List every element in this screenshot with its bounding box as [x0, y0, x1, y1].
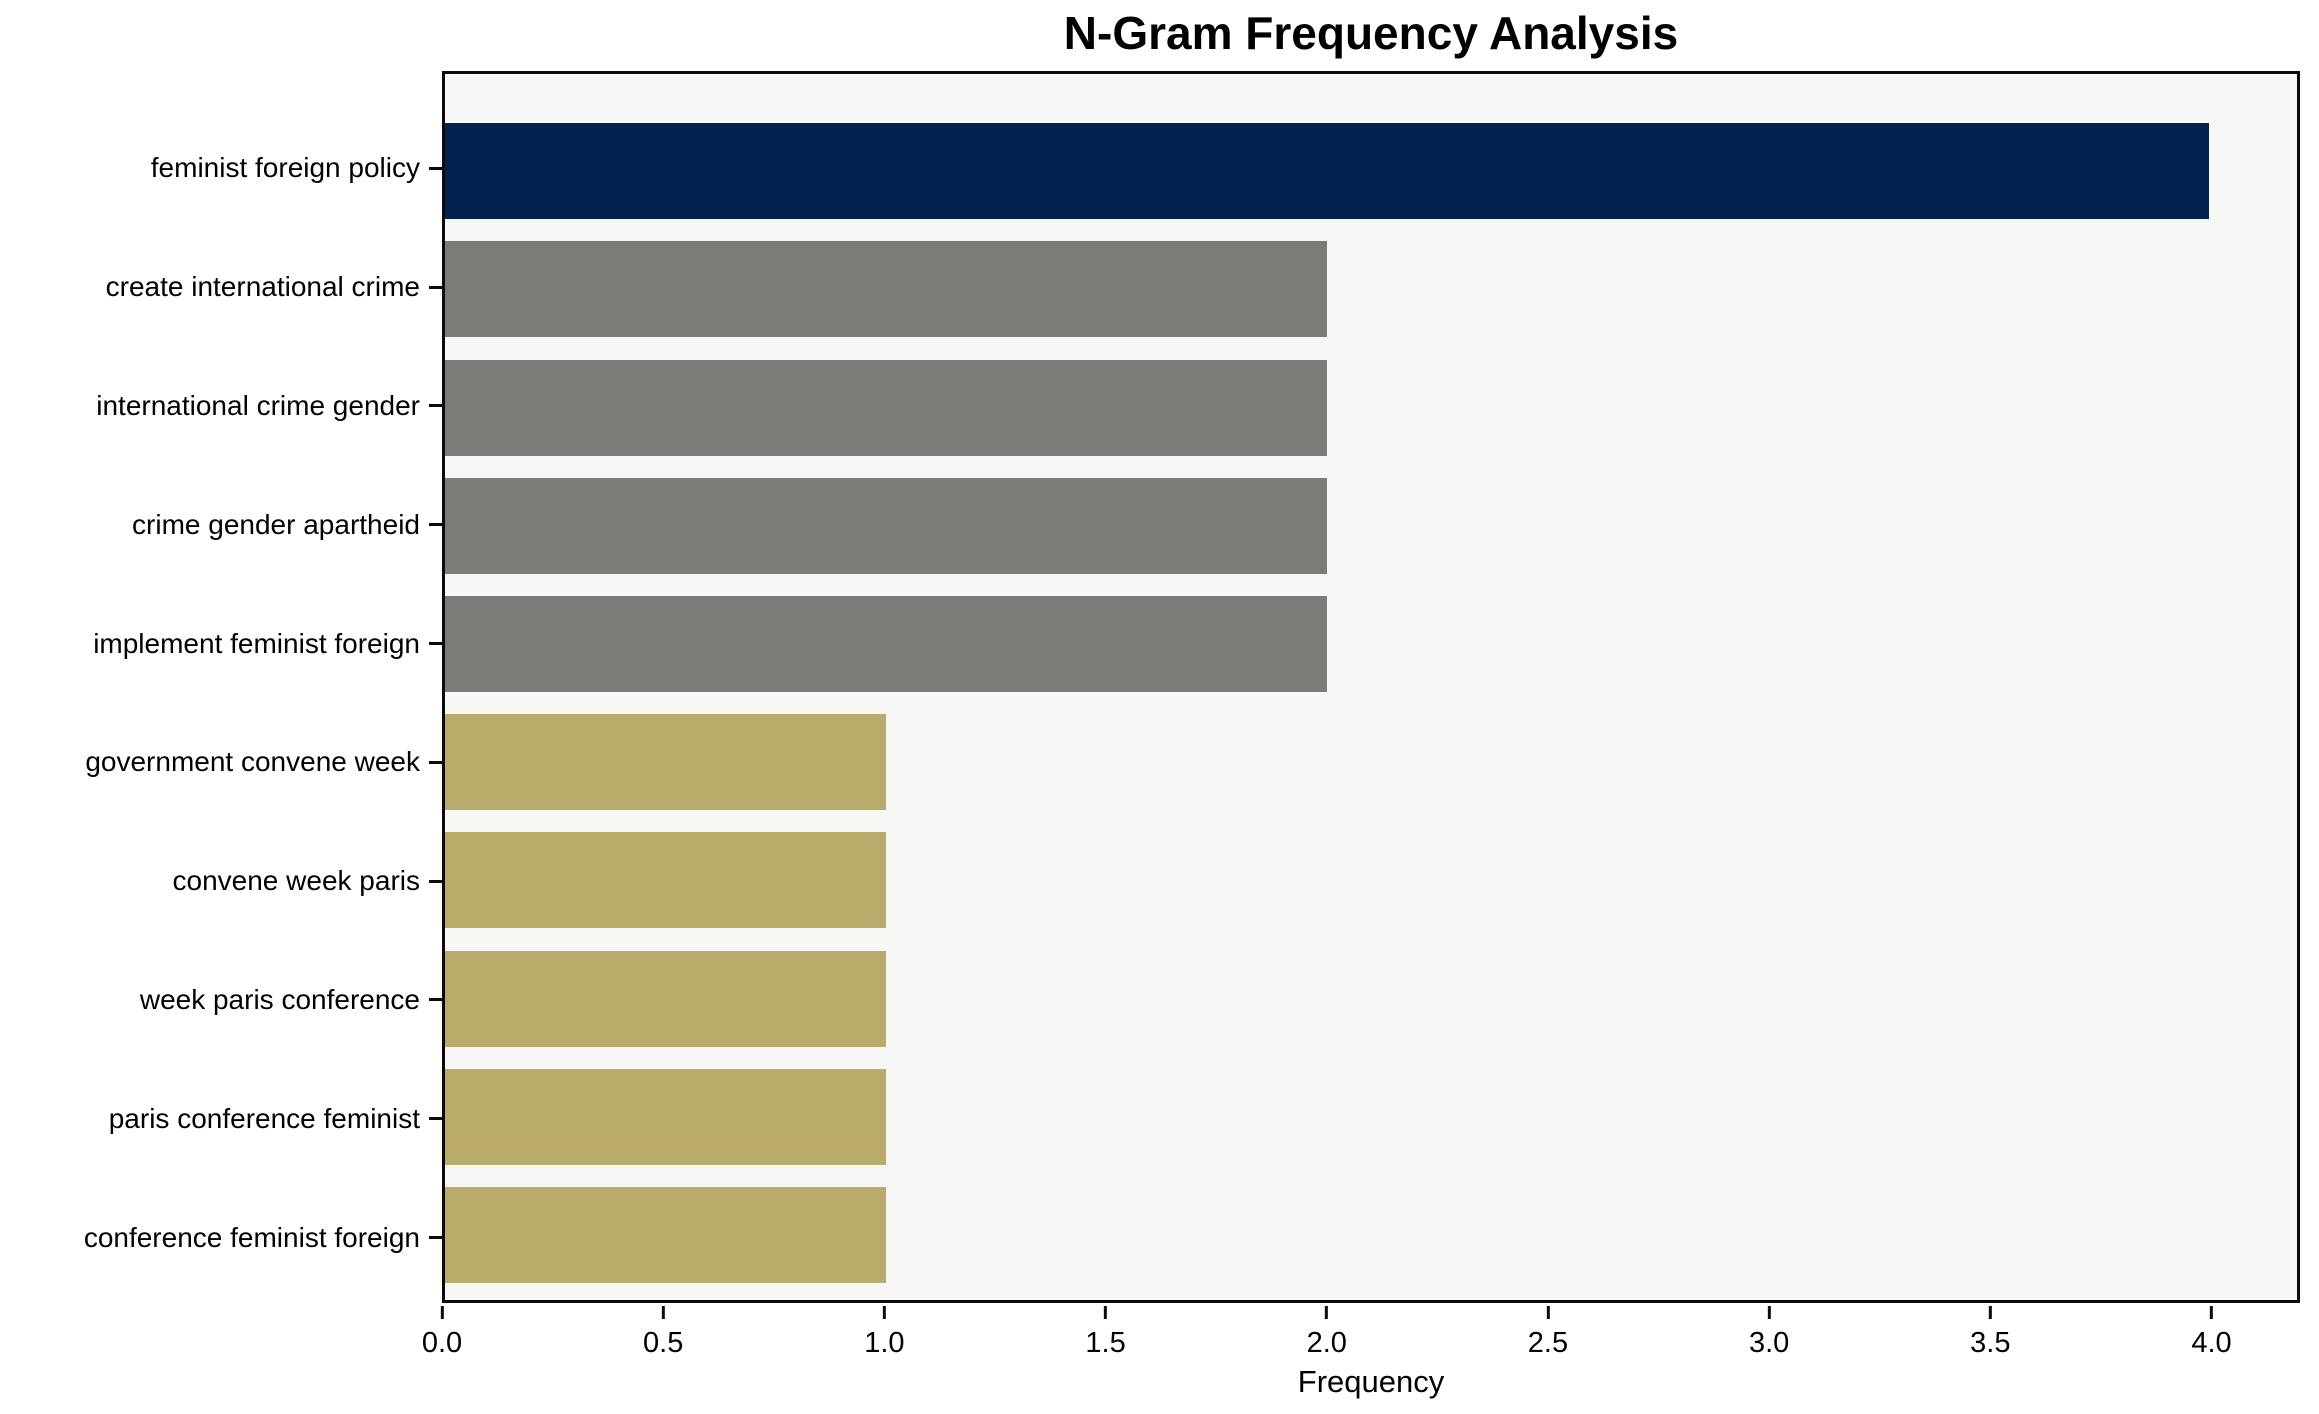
x-tick: 1.0 [864, 1306, 905, 1360]
x-tick-label: 1.0 [864, 1327, 905, 1359]
y-label-row: week paris conference [0, 941, 442, 1060]
bar-government-convene-week [445, 714, 886, 811]
x-tick: 1.5 [1085, 1306, 1126, 1360]
bar-feminist-foreign-policy [445, 123, 2209, 220]
bar-international-crime-gender [445, 359, 1327, 456]
bar-row [445, 467, 2297, 585]
bar-crime-gender-apartheid [445, 477, 1327, 574]
y-label-row: convene week paris [0, 822, 442, 941]
x-axis-title: Frequency [1297, 1364, 1445, 1399]
bar-row [445, 585, 2297, 703]
y-label-row: crime gender apartheid [0, 465, 442, 584]
x-tick-mark [1104, 1306, 1108, 1319]
x-tick-mark [440, 1306, 444, 1319]
bar-conference-feminist-foreign [445, 1186, 886, 1283]
plot-area [442, 71, 2300, 1303]
bar-row [445, 821, 2297, 939]
y-axis-label: international crime gender [96, 389, 420, 421]
bars-container [445, 74, 2297, 1300]
chart-title: N-Gram Frequency Analysis [1063, 7, 1679, 59]
y-axis-label: conference feminist foreign [83, 1221, 420, 1253]
y-label-row: create international crime [0, 228, 442, 347]
x-tick-label: 2.5 [1527, 1327, 1569, 1359]
bar-row [445, 112, 2297, 230]
x-tick: 0.0 [422, 1306, 462, 1360]
y-axis-label: convene week paris [172, 865, 420, 897]
bar-row [445, 1058, 2297, 1176]
bar-row [445, 703, 2297, 821]
x-tick-label: 0.5 [643, 1327, 684, 1359]
x-tick: 3.0 [1749, 1306, 1789, 1360]
y-axis-label: implement feminist foreign [93, 627, 420, 659]
y-tick-mark [429, 998, 442, 1002]
y-axis-label: government convene week [85, 746, 420, 778]
x-tick-mark [1767, 1306, 1771, 1319]
bar-week-paris-conference [445, 950, 886, 1047]
y-tick-mark [429, 642, 442, 646]
bar-convene-week-paris [445, 832, 886, 929]
y-axis-label: week paris conference [139, 983, 420, 1015]
y-tick-mark [429, 404, 442, 408]
y-label-row: international crime gender [0, 347, 442, 466]
y-axis-label: feminist foreign policy [150, 152, 420, 184]
bar-paris-conference-feminist [445, 1068, 886, 1165]
x-tick-label: 0.0 [421, 1327, 463, 1359]
x-tick-mark [1325, 1306, 1329, 1319]
x-tick: 4.0 [2191, 1306, 2232, 1360]
x-tick-mark [882, 1306, 886, 1319]
y-tick-mark [429, 760, 442, 764]
y-tick-mark [429, 166, 442, 170]
y-label-row: paris conference feminist [0, 1059, 442, 1178]
bar-row [445, 939, 2297, 1057]
y-tick-mark [429, 1236, 442, 1240]
y-label-row: feminist foreign policy [0, 109, 442, 228]
y-axis-label: paris conference feminist [108, 1102, 420, 1134]
x-tick-mark [2210, 1306, 2214, 1319]
bar-row [445, 1176, 2297, 1294]
x-tick-label: 3.0 [1748, 1327, 1790, 1359]
y-label-row: conference feminist foreign [0, 1178, 442, 1297]
x-tick: 2.0 [1307, 1306, 1347, 1360]
x-tick-label: 1.5 [1085, 1327, 1126, 1359]
x-tick-label: 3.5 [1970, 1327, 2011, 1359]
x-tick-mark [661, 1306, 665, 1319]
x-tick-mark [1988, 1306, 1992, 1319]
bar-row [445, 230, 2297, 348]
x-axis: 0.0 0.5 1.0 1.5 2.0 2.5 3.0 3.5 4.0 [422, 1306, 2300, 1372]
y-tick-mark [429, 285, 442, 289]
y-tick-mark [429, 879, 442, 883]
y-axis-label: create international crime [105, 271, 420, 303]
x-tick-label: 4.0 [2191, 1327, 2232, 1359]
x-tick: 0.5 [643, 1306, 683, 1360]
x-tick: 3.5 [1970, 1306, 2010, 1360]
y-label-row: implement feminist foreign [0, 584, 442, 703]
bar-implement-feminist-foreign [445, 595, 1327, 692]
bar-create-international-crime [445, 241, 1327, 338]
y-axis-label: crime gender apartheid [132, 508, 420, 540]
y-tick-mark [429, 1117, 442, 1121]
bar-row [445, 348, 2297, 466]
y-tick-mark [429, 523, 442, 527]
y-axis-labels: feminist foreign policy create internatio… [0, 71, 442, 1303]
y-label-row: government convene week [0, 703, 442, 822]
x-tick-label: 2.0 [1306, 1327, 1347, 1359]
x-tick: 2.5 [1528, 1306, 1568, 1360]
x-tick-mark [1546, 1306, 1550, 1319]
